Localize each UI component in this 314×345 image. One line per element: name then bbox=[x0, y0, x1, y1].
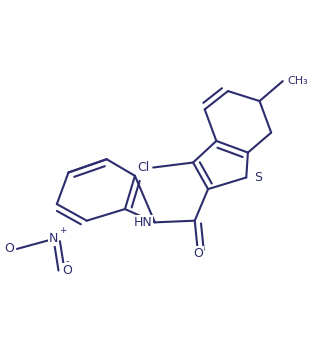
Text: CH₃: CH₃ bbox=[288, 76, 309, 86]
Text: O: O bbox=[4, 243, 14, 255]
Text: S: S bbox=[255, 171, 263, 184]
Text: N: N bbox=[49, 233, 58, 245]
Text: +: + bbox=[59, 226, 67, 235]
Text: -: - bbox=[66, 257, 69, 267]
Text: O: O bbox=[193, 247, 203, 260]
Text: O: O bbox=[62, 264, 72, 277]
Text: HN: HN bbox=[133, 216, 152, 229]
Text: Cl: Cl bbox=[138, 161, 150, 174]
